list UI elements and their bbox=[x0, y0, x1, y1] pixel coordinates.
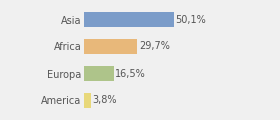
Text: 3,8%: 3,8% bbox=[93, 96, 117, 105]
Bar bbox=[84, 66, 114, 81]
Text: 29,7%: 29,7% bbox=[139, 42, 170, 51]
Bar bbox=[84, 39, 137, 54]
Bar bbox=[84, 93, 91, 108]
Text: 16,5%: 16,5% bbox=[115, 69, 146, 78]
Text: 50,1%: 50,1% bbox=[176, 15, 206, 24]
Bar bbox=[84, 12, 174, 27]
